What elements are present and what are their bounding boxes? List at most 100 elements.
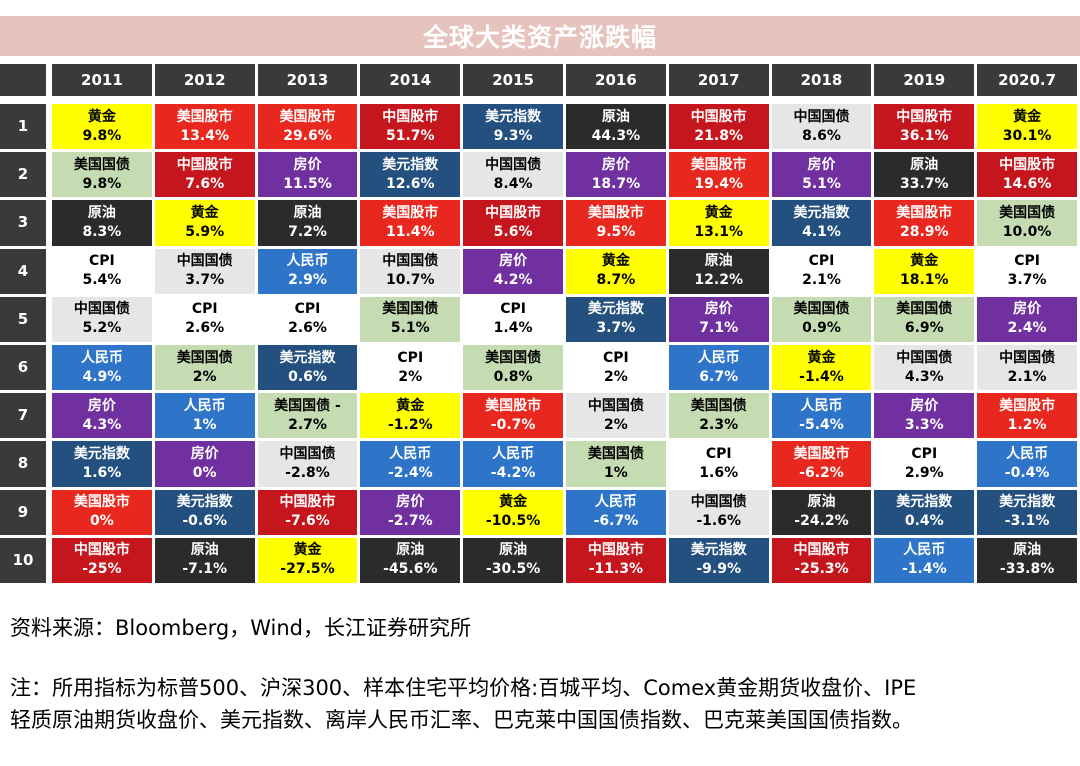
asset-cell: CPI 1.4% <box>463 296 563 342</box>
asset-cell: CPI 5.4% <box>52 248 152 294</box>
asset-return: -6.2% <box>799 464 844 481</box>
asset-return: 9.8% <box>82 127 122 144</box>
asset-return: 9.5% <box>596 223 636 240</box>
rank-number: 7 <box>17 406 29 425</box>
asset-name: 美国股市 <box>279 108 336 125</box>
asset-name: 美元指数 <box>999 494 1056 511</box>
year-header: 2017 <box>668 64 769 96</box>
rank-label: 3 <box>0 200 46 246</box>
returns-table: 2011 2012 2013 2014 2015 2016 2017 2018 2019 2020… <box>0 64 1080 586</box>
asset-name: 美国股市 <box>485 397 542 414</box>
asset-name: CPI <box>89 253 115 270</box>
asset-cell: 中国国债 2% <box>566 393 666 439</box>
asset-cell: 美元指数 12.6% <box>360 152 461 198</box>
asset-cell: 黄金 13.1% <box>668 200 769 246</box>
asset-name: 美国国债 <box>793 301 850 318</box>
asset-cell: 原油 -24.2% <box>771 489 872 535</box>
asset-return: 51.7% <box>386 127 435 144</box>
asset-return: 9.3% <box>493 127 533 144</box>
year-header: 2012 <box>154 64 255 96</box>
asset-name: 人民币 <box>903 542 946 559</box>
asset-name: 美元指数 <box>176 494 233 511</box>
asset-cell: 中国国债 3.7% <box>154 248 255 294</box>
asset-name: 中国国债 <box>382 253 439 270</box>
rank-number: 2 <box>17 165 29 184</box>
year-label: 2015 <box>492 70 534 89</box>
asset-return: -25% <box>82 561 122 578</box>
year-header: 2018 <box>771 64 872 96</box>
asset-cell: 美国国债 1% <box>566 441 666 487</box>
asset-cell: 原油 8.3% <box>52 200 152 246</box>
asset-name: 原油 <box>704 253 733 270</box>
asset-name: 中国股市 <box>176 156 233 173</box>
asset-cell: 美国国债 0.9% <box>771 296 872 342</box>
asset-name: 原油 <box>807 494 836 511</box>
asset-name: 原油 <box>499 542 528 559</box>
asset-return: 8.4% <box>493 175 533 192</box>
asset-name: 黄金 <box>87 108 116 125</box>
asset-return: -9.9% <box>696 561 742 578</box>
asset-return: 5.6% <box>493 223 533 240</box>
asset-return: -10.5% <box>485 513 541 530</box>
asset-cell: 原油 44.3% <box>566 104 666 150</box>
year-label: 2019 <box>903 70 946 89</box>
asset-return: 44.3% <box>591 127 641 144</box>
asset-cell: 人民币 -2.4% <box>360 441 461 487</box>
asset-return: -7.1% <box>182 561 228 578</box>
asset-return: 33.7% <box>900 175 949 192</box>
asset-return: 0.9% <box>802 320 841 337</box>
asset-cell: 原油 -7.1% <box>154 537 255 583</box>
asset-name: 美国股市 <box>73 494 130 511</box>
asset-return: -1.4% <box>799 368 844 385</box>
asset-cell: 黄金 -1.2% <box>360 393 461 439</box>
asset-name: 中国国债 <box>690 494 747 511</box>
asset-return: -30.5% <box>485 561 541 578</box>
year-label: 2017 <box>697 70 740 89</box>
year-header: 2016 <box>566 64 666 96</box>
asset-name: CPI <box>191 301 218 318</box>
asset-name: 原油 <box>910 156 939 173</box>
asset-name: 房价 <box>704 301 733 318</box>
asset-cell: 美国国债 6.9% <box>874 296 975 342</box>
asset-name: 美国股市 <box>999 397 1056 414</box>
asset-return: -3.1% <box>1004 513 1050 530</box>
rank-number: 4 <box>17 261 29 280</box>
asset-cell: 房价 0% <box>154 441 255 487</box>
year-header: 2019 <box>874 64 975 96</box>
asset-return: -2.7% <box>387 513 433 530</box>
asset-cell: 美国股市 1.2% <box>977 393 1077 439</box>
asset-cell: 美国股市 13.4% <box>154 104 255 150</box>
rank-label: 5 <box>0 296 46 342</box>
asset-cell: 房价 7.1% <box>668 296 769 342</box>
asset-name: 黄金 <box>1013 108 1042 125</box>
asset-cell: 中国国债 4.3% <box>874 345 975 391</box>
asset-return: 2.7% <box>288 416 327 433</box>
asset-cell: 美国国债 9.8% <box>52 152 152 198</box>
asset-name: 房价 <box>601 156 630 173</box>
asset-cell: 中国股市 5.6% <box>463 200 563 246</box>
asset-return: 2.6% <box>288 320 327 337</box>
rank-number: 5 <box>17 309 29 328</box>
asset-return: 8.3% <box>82 223 122 240</box>
rank-label: 9 <box>0 489 46 535</box>
asset-name: CPI <box>705 445 732 462</box>
asset-cell: 黄金 5.9% <box>154 200 255 246</box>
year-header: 2020.7 <box>977 64 1077 96</box>
asset-name: 黄金 <box>601 253 630 270</box>
asset-cell: 黄金 -1.4% <box>771 345 872 391</box>
asset-name: 美国股市 <box>690 156 747 173</box>
asset-name: 人民币 <box>389 445 432 462</box>
asset-return: 5.9% <box>185 223 225 240</box>
rank-label: 10 <box>0 537 46 583</box>
asset-cell: 房价 5.1% <box>771 152 872 198</box>
asset-cell: 人民币 -0.4% <box>977 441 1077 487</box>
asset-return: 7.6% <box>185 175 225 192</box>
asset-return: 12.2% <box>694 272 743 289</box>
asset-return: -7.6% <box>285 513 330 530</box>
year-label: 2012 <box>183 70 226 89</box>
asset-name: 原油 <box>87 204 116 221</box>
asset-cell: 黄金 8.7% <box>566 248 666 294</box>
asset-return: 2.1% <box>802 272 841 289</box>
asset-return: 0.4% <box>904 513 944 530</box>
asset-name: 美元指数 <box>690 542 747 559</box>
